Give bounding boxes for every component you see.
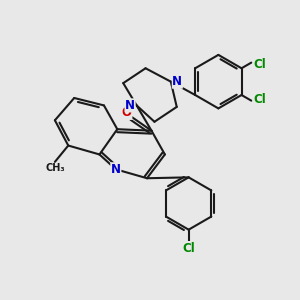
- Text: CH₃: CH₃: [45, 164, 65, 173]
- Text: Cl: Cl: [182, 242, 195, 255]
- Text: N: N: [172, 75, 182, 88]
- Text: Cl: Cl: [253, 93, 266, 106]
- Text: Cl: Cl: [253, 58, 266, 70]
- Text: N: N: [111, 163, 121, 176]
- Text: O: O: [122, 106, 132, 119]
- Text: N: N: [125, 99, 135, 112]
